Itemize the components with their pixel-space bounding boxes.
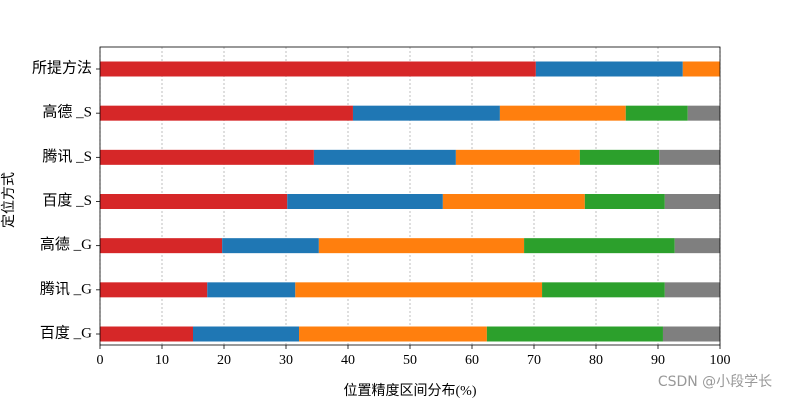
bar-segment [100,61,536,77]
bar-segment [299,326,487,342]
bar-segment [486,326,663,342]
bar-segment [535,61,683,77]
y-axis-label: 定位方式 [1,172,17,228]
x-tick-label: 70 [527,353,541,368]
bar-segment [352,105,500,121]
bar-segment [579,149,660,165]
y-tick-label: 百度 _G [40,324,92,341]
y-tick-label: 腾讯 _G [40,280,92,297]
bar-segment [659,149,720,165]
x-tick-label: 40 [341,353,355,368]
bar-segment [664,194,720,209]
bar-segment [295,282,543,298]
x-tick-label: 50 [403,353,417,368]
y-tick-label: 腾讯 _S [42,148,92,165]
x-tick-label: 80 [589,353,603,368]
x-tick-label: 90 [651,353,665,368]
bar-segment [313,149,456,165]
bar-segment [682,61,720,77]
bar-segment [499,105,626,121]
y-tick-label: 高德 _S [42,103,92,121]
x-axis-label: 位置精度区间分布(%) [344,383,477,399]
y-tick-label: 高德 _G [40,235,92,253]
bar-segment [625,105,688,121]
bar-segment [662,326,720,342]
bar-segment [100,149,314,165]
x-tick-label: 60 [465,353,479,368]
bar-segment [222,238,319,254]
bar-segment [664,282,720,298]
bar-segment [193,326,300,342]
bar-segment [100,326,193,342]
bar-segment [442,194,585,209]
x-tick-label: 10 [155,353,169,368]
bar-segment [687,105,720,121]
bar-segment [207,282,296,298]
x-tick-label: 30 [279,353,293,368]
y-tick-label: 所提方法 [32,59,92,76]
bar-segment [542,282,665,298]
bar-segment [100,282,208,298]
bar-segment [100,238,223,254]
bar-segment [584,194,665,209]
bar-segment [287,194,443,209]
bar-segment [674,238,720,254]
plot-frame [99,46,721,346]
bar-segment [318,238,525,254]
y-tick-label: 百度 _S [42,192,92,209]
bar-segment [100,105,353,121]
bar-segment [100,194,288,209]
bar-segment [524,238,675,254]
x-tick-label: 100 [710,353,731,368]
watermark: CSDN @小段学长 [658,374,772,390]
x-tick-label: 0 [97,353,104,368]
x-tick-label: 20 [217,353,231,368]
bar-segment [455,149,580,165]
